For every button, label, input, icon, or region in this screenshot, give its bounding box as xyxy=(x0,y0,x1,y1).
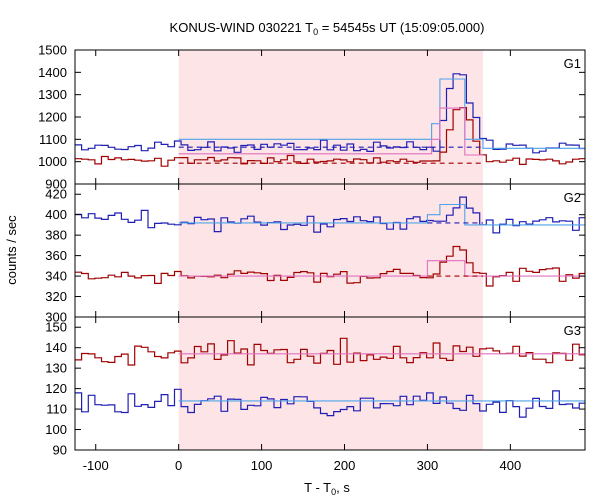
series-blue-g2 xyxy=(75,196,585,234)
chart-title: KONUS-WIND 030221 T0 = 54545s UT (15:09:… xyxy=(170,20,485,37)
y-tick-label: 1000 xyxy=(38,154,67,169)
y-tick-label: 1500 xyxy=(38,43,67,58)
y-tick-label: 300 xyxy=(45,310,67,325)
y-tick-label: 360 xyxy=(45,248,67,263)
y-tick-label: 130 xyxy=(45,361,67,376)
panel-label-g3: G3 xyxy=(564,323,581,338)
series-blue-g1 xyxy=(75,73,585,154)
y-tick-label: 90 xyxy=(53,443,67,458)
x-tick-label: 400 xyxy=(500,458,522,473)
y-tick-label: 400 xyxy=(45,207,67,222)
fit-line-pink-g2 xyxy=(178,260,585,277)
series-red-g3 xyxy=(75,337,585,366)
panel-g3: 90 100 110 120 130 140 150 G3 xyxy=(45,316,586,458)
y-tick-label: 120 xyxy=(45,381,67,396)
panel-label-g1: G1 xyxy=(564,56,581,71)
panel-g2: 300 320 340 360 380 400 420 G2 xyxy=(45,183,586,325)
y-tick-label: 1300 xyxy=(38,87,67,102)
shaded-interval xyxy=(178,50,483,450)
y-tick-label: 150 xyxy=(45,320,67,335)
y-tick-label: 140 xyxy=(45,340,67,355)
x-tick-label: 100 xyxy=(251,458,273,473)
y-tick-label: 380 xyxy=(45,228,67,243)
y-axis-label: counts / sec xyxy=(4,215,19,285)
fit-line-light_blue-g1 xyxy=(178,78,585,149)
y-tick-label: 340 xyxy=(45,269,67,284)
y-tick-label: 100 xyxy=(45,422,67,437)
x-axis-label: T - T0, s xyxy=(304,480,350,497)
series-blue-g3 xyxy=(75,388,585,418)
y-tick-label: 1100 xyxy=(39,132,67,147)
y-tick-label: 1200 xyxy=(38,110,67,125)
y-tick-label: 420 xyxy=(45,187,67,202)
panel-g1: 900 1000 1100 1200 1300 1400 1500 G1 xyxy=(38,43,586,192)
series-red-g1 xyxy=(75,107,585,167)
y-tick-label: 110 xyxy=(46,402,67,417)
plot-area: 900100011001200130014001500G130032034036… xyxy=(38,43,586,473)
x-tick-label: 300 xyxy=(417,458,439,473)
x-tick-label: 200 xyxy=(334,458,356,473)
y-tick-label: 1400 xyxy=(38,65,67,80)
panel-label-g2: G2 xyxy=(564,190,581,205)
x-tick-label: 0 xyxy=(175,458,182,473)
y-tick-label: 320 xyxy=(45,289,67,304)
y-tick-label: 900 xyxy=(45,177,67,192)
panel-frame-g3 xyxy=(74,316,586,451)
fit-line-pink-g1 xyxy=(178,107,483,156)
x-tick-label: -100 xyxy=(83,458,109,473)
fit-line-light_blue-g2 xyxy=(178,203,585,226)
